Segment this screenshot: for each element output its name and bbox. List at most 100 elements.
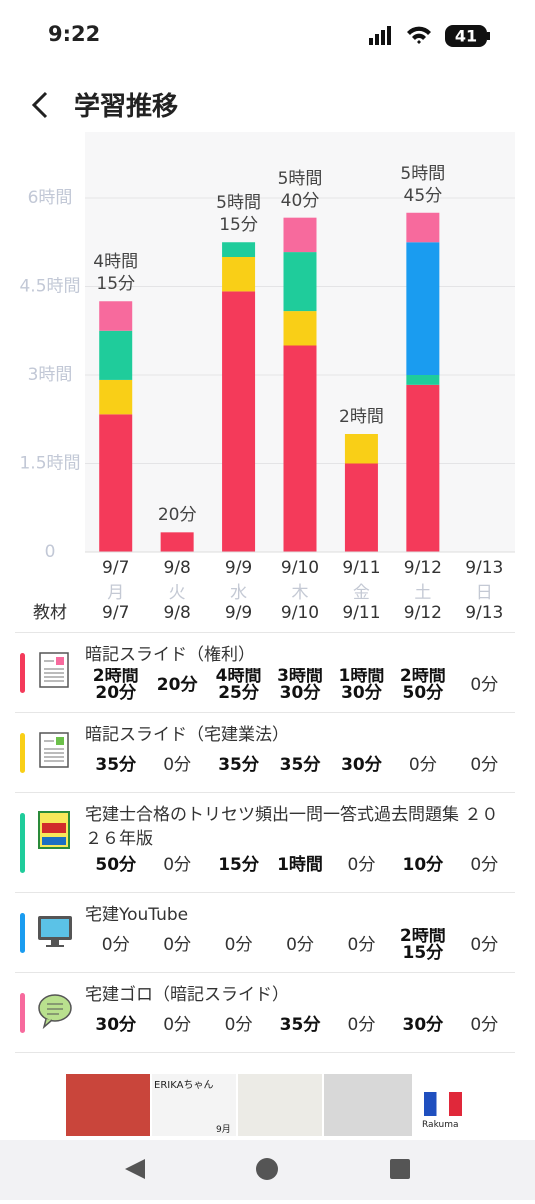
time-cell: 0分 — [330, 848, 392, 882]
bar-segment — [283, 311, 317, 346]
bar-segment — [406, 242, 440, 375]
bar-segment — [99, 330, 133, 380]
time-value: 0分 — [163, 754, 192, 775]
time-cell: 35分 — [269, 748, 331, 782]
time-cell: 30分 — [85, 1008, 147, 1042]
time-cell: 0分 — [85, 928, 147, 962]
back-button[interactable] — [28, 90, 52, 120]
nav-recents[interactable] — [390, 1159, 410, 1179]
ad-banner[interactable]: ERIKAちゃん 9月 Rakuma — [62, 1072, 477, 1138]
row-separator — [15, 792, 515, 793]
time-cell: 0分 — [453, 748, 515, 782]
bar-segment — [160, 532, 194, 552]
row-icon — [36, 651, 74, 691]
time-value: 0分 — [224, 934, 253, 955]
subject-name: 暗記スライド（権利） — [85, 645, 255, 665]
total-label: 5時間 15分 — [216, 193, 261, 236]
time-cell: 30分 — [392, 1008, 454, 1042]
bar-segment — [344, 463, 378, 552]
time-cell: 0分 — [392, 748, 454, 782]
time-value: 4時間 25分 — [215, 668, 262, 702]
time-value: 15分 — [218, 854, 259, 875]
time-value: 0分 — [224, 1014, 253, 1035]
time-cell: 35分 — [85, 748, 147, 782]
time-value: 50分 — [95, 854, 137, 875]
time-cell: 2時間 20分 — [85, 668, 147, 702]
row-separator — [15, 712, 515, 713]
row-color — [20, 813, 25, 873]
time-value: 0分 — [163, 854, 192, 875]
ad-image — [66, 1074, 150, 1136]
time-value: 30分 — [341, 754, 382, 775]
weekday-label: 土 — [414, 583, 431, 603]
row-separator — [15, 972, 515, 973]
time-value: 35分 — [279, 754, 321, 775]
nav-home[interactable] — [256, 1158, 278, 1180]
chart: 01.5時間3時間4.5時間6時間9/7月9/79/8火9/89/9水9/99/… — [19, 188, 515, 623]
time-value: 3時間 30分 — [277, 668, 323, 702]
row-color — [20, 993, 25, 1033]
bar-segment — [99, 301, 133, 331]
time-value: 1時間 30分 — [338, 668, 385, 702]
weekday-label: 木 — [292, 583, 309, 603]
time-value: 2時間 20分 — [92, 668, 139, 702]
x-tick-label: 9/7 — [102, 558, 129, 578]
bar-segment — [283, 345, 317, 552]
table-date-header: 9/11 — [342, 603, 380, 623]
time-value: 0分 — [163, 934, 192, 955]
y-tick-label: 1.5時間 — [19, 454, 80, 474]
y-tick-label: 0 — [45, 542, 56, 562]
total-label: 2時間 — [339, 407, 384, 427]
weekday-label: 月 — [107, 583, 124, 603]
time-value: 2時間 15分 — [399, 928, 446, 962]
icon — [38, 916, 72, 947]
bar-segment — [222, 242, 256, 257]
time-value: 30分 — [95, 1014, 137, 1035]
time-cell: 50分 — [85, 848, 147, 882]
time-cell: 0分 — [146, 848, 208, 882]
bar-segment — [406, 384, 440, 552]
time-value: 0分 — [286, 934, 314, 955]
nav-icons — [125, 1158, 410, 1180]
time-value: 10分 — [402, 854, 444, 875]
time-value: 35分 — [218, 754, 259, 775]
time-value: 0分 — [470, 854, 499, 875]
time-value: 0分 — [347, 854, 376, 875]
total-label: 5時間 40分 — [277, 168, 323, 211]
ad-image: ERIKAちゃん 9月 — [152, 1074, 236, 1136]
time-value: 35分 — [279, 1014, 321, 1035]
weekday-label: 金 — [353, 583, 370, 603]
ad-brand: Rakuma — [422, 1120, 459, 1130]
bar-segment — [406, 375, 440, 385]
nav-back[interactable] — [125, 1159, 145, 1179]
ad-image — [324, 1074, 412, 1136]
time-cell: 35分 — [208, 748, 270, 782]
time-value: 0分 — [163, 1014, 192, 1035]
bar-segment — [283, 217, 317, 253]
time-cell: 0分 — [269, 928, 331, 962]
time-cell: 0分 — [208, 1008, 270, 1042]
ad-image — [238, 1074, 322, 1136]
weekday-label: 火 — [169, 583, 186, 603]
total-label: 20分 — [157, 505, 197, 526]
y-tick-label: 4.5時間 — [19, 277, 80, 297]
time-cell: 0分 — [330, 1008, 392, 1042]
time-value: 1時間 — [277, 854, 323, 875]
subject-name: 宅建YouTube — [85, 905, 189, 925]
row-icon — [36, 911, 74, 951]
time-cell: 3時間 30分 — [269, 668, 331, 702]
weekday-label: 水 — [230, 583, 247, 603]
row-color — [20, 913, 25, 953]
x-tick-label: 9/9 — [225, 558, 252, 578]
time-cell: 30分 — [330, 748, 392, 782]
row-icon — [36, 991, 74, 1031]
row-icon — [36, 811, 74, 851]
time-value: 0分 — [347, 934, 376, 955]
bar-segment — [283, 252, 317, 312]
status-icons: 41 — [369, 25, 490, 47]
icon — [38, 811, 70, 849]
time-cell: 0分 — [146, 748, 208, 782]
time-value: 0分 — [470, 754, 499, 775]
x-tick-label: 9/11 — [342, 558, 380, 578]
